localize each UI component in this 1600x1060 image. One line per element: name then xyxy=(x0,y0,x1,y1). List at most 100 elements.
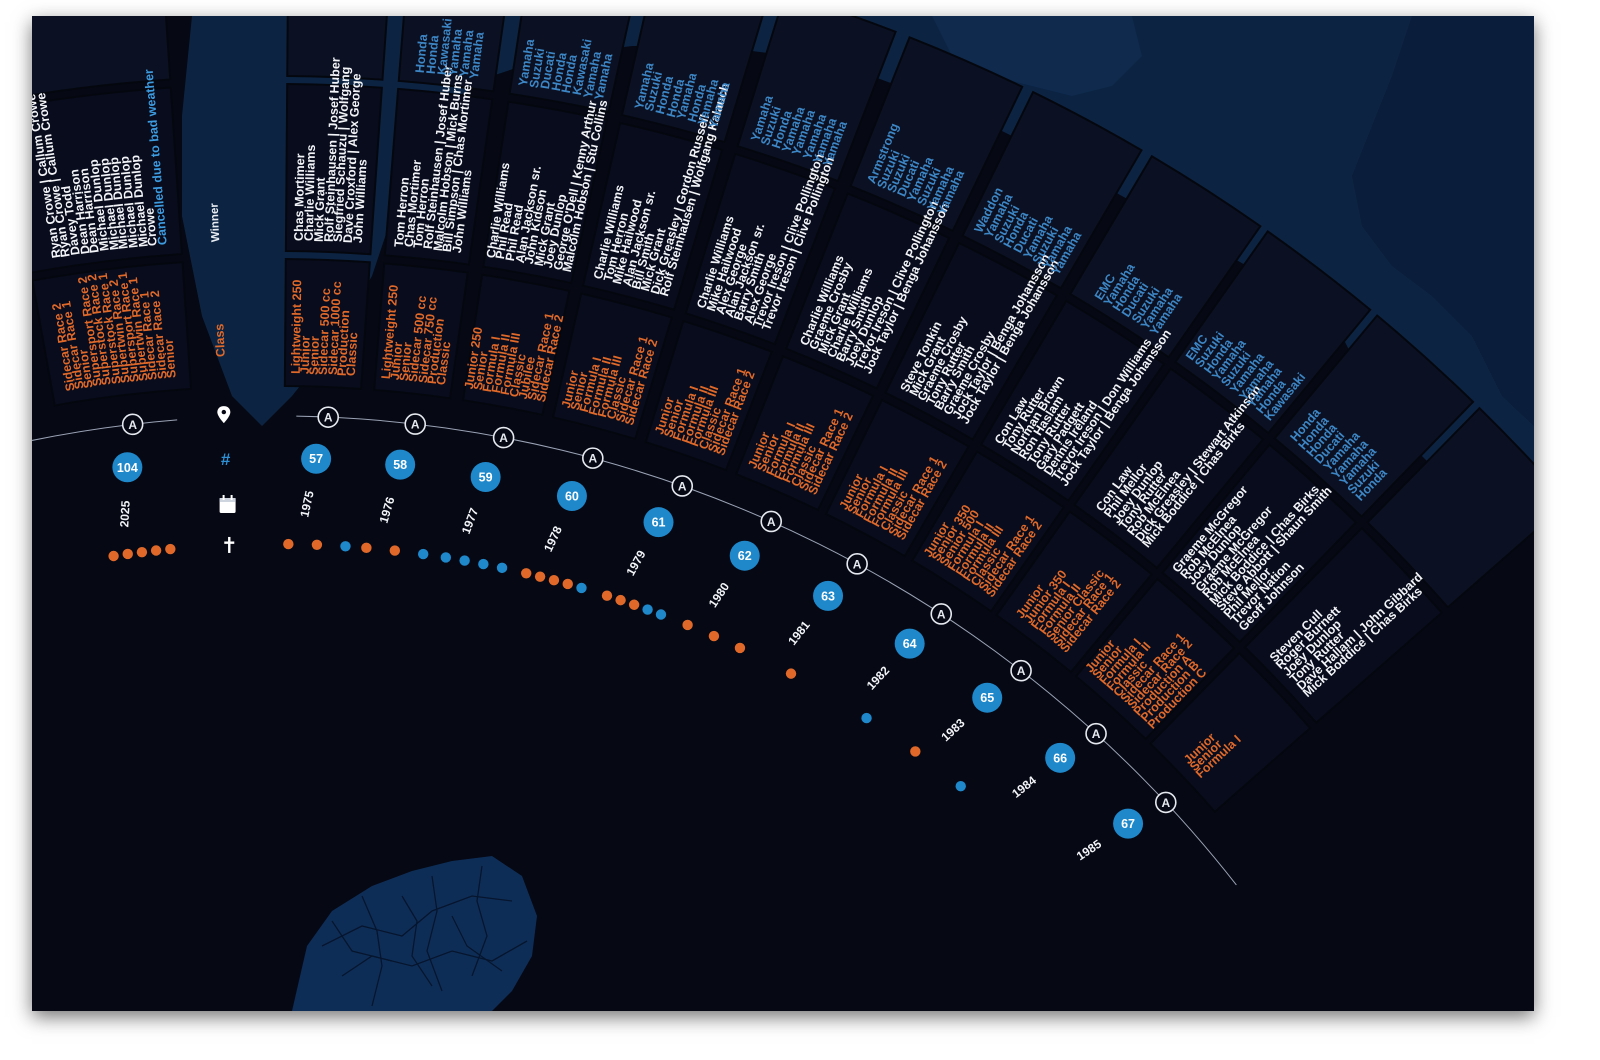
class-panel xyxy=(824,398,971,558)
timeline-arc-left xyxy=(32,419,178,442)
edition-badge xyxy=(894,628,925,659)
death-marker xyxy=(459,555,470,566)
edition-badge xyxy=(1113,808,1144,839)
class-panel xyxy=(644,319,774,472)
location-pin-icon xyxy=(217,406,231,424)
death-marker xyxy=(655,609,667,620)
winner-panel xyxy=(383,87,494,266)
death-marker xyxy=(440,552,452,563)
death-marker xyxy=(534,571,546,582)
death-marker xyxy=(521,568,532,579)
edition-number: 57 xyxy=(309,452,323,466)
class-panel xyxy=(1074,577,1236,741)
manufacturer-panel xyxy=(1068,154,1262,359)
class-panel xyxy=(1148,651,1312,814)
death-marker xyxy=(628,599,640,610)
death-marker xyxy=(108,550,119,562)
edition-badge xyxy=(643,507,674,538)
death-marker xyxy=(785,668,797,679)
timeline-markers: A 104 A 57 A 58 A 59 A 60 A 61 A 62 A 63 A 64 A 65 A 66 A 67 xyxy=(108,406,1177,839)
death-marker xyxy=(361,542,372,554)
cross-icon xyxy=(228,536,231,553)
island-shape xyxy=(292,856,537,1011)
edition-badge xyxy=(385,449,416,480)
class-panel xyxy=(734,354,875,512)
winner-panel xyxy=(1161,443,1358,644)
class-label: Senior xyxy=(161,338,179,379)
death-marker xyxy=(910,746,921,757)
venue-label: A xyxy=(678,479,687,493)
death-marker xyxy=(311,539,323,551)
death-marker xyxy=(136,546,148,558)
death-marker xyxy=(283,538,294,550)
venue-label: A xyxy=(324,411,333,425)
isle-of-man-map: A 104 A 57 A 58 A 59 A 60 A 61 A 62 A 63 A 64 A 65 A 66 A 67 # xyxy=(32,16,1534,1011)
legend-icons: # xyxy=(217,406,236,553)
edition-number: 104 xyxy=(117,461,138,475)
year-label: 2025 xyxy=(117,500,133,528)
edition-number: 58 xyxy=(393,458,407,472)
venue-marker xyxy=(846,553,868,575)
venue-marker xyxy=(671,475,694,497)
death-marker xyxy=(708,630,720,642)
venue-label: A xyxy=(128,418,137,432)
venue-label: A xyxy=(1092,727,1101,741)
island-roads xyxy=(321,865,528,1007)
section-panels xyxy=(32,16,1534,814)
death-marker xyxy=(478,558,489,570)
death-marker xyxy=(601,590,613,601)
venue-label: A xyxy=(1017,664,1026,678)
edition-number: 61 xyxy=(652,516,666,530)
venue-marker xyxy=(1010,659,1032,682)
death-marker xyxy=(389,545,401,556)
edition-badge xyxy=(556,481,587,512)
manufacturer-panel xyxy=(397,16,506,93)
death-marker xyxy=(418,548,429,560)
venue-marker xyxy=(760,510,783,533)
manufacturer-panel xyxy=(736,16,897,183)
edition-number: 65 xyxy=(980,691,994,705)
edition-number: 63 xyxy=(821,589,835,603)
edition-badge xyxy=(972,682,1003,713)
death-marker xyxy=(682,619,693,631)
death-marker xyxy=(122,548,133,560)
legend-winner: Winner xyxy=(208,203,222,243)
class-label: Classic xyxy=(343,332,361,377)
winner-panel xyxy=(884,241,1059,441)
winner-panel xyxy=(684,152,837,346)
death-marker xyxy=(861,712,872,724)
winner-panel xyxy=(284,83,383,256)
class-panel xyxy=(373,262,469,400)
death-marker xyxy=(150,545,162,556)
death-marker xyxy=(340,541,351,552)
venue-label: A xyxy=(937,607,946,621)
hash-icon: # xyxy=(221,450,231,469)
edition-number: 62 xyxy=(738,549,752,563)
edition-badge xyxy=(1045,742,1076,773)
venue-marker xyxy=(582,447,604,469)
timeline-arc xyxy=(32,415,1237,886)
venue-marker xyxy=(404,413,427,435)
legend-class: Class xyxy=(212,323,229,358)
cross-icon-bar xyxy=(224,541,235,544)
class-panel xyxy=(995,510,1154,674)
calendar-icon-ring-right xyxy=(230,494,233,500)
edition-number: 67 xyxy=(1121,817,1135,831)
manufacturer-panel xyxy=(1173,229,1372,435)
winner-panel xyxy=(784,192,951,390)
venue-label: A xyxy=(588,452,597,466)
edition-badge xyxy=(470,461,501,492)
death-marker xyxy=(734,642,746,654)
venue-marker xyxy=(930,603,953,625)
class-panel xyxy=(551,292,674,441)
death-marker xyxy=(165,543,176,555)
death-marker xyxy=(955,780,966,792)
venue-label: A xyxy=(411,418,420,432)
venue-label: A xyxy=(1161,796,1170,810)
winner-panel xyxy=(979,299,1166,503)
edition-badge xyxy=(301,443,332,474)
venue-label: A xyxy=(853,557,862,571)
winner-panel xyxy=(1243,526,1444,725)
manufacturer-panel xyxy=(620,16,764,144)
venue-marker xyxy=(317,406,340,428)
